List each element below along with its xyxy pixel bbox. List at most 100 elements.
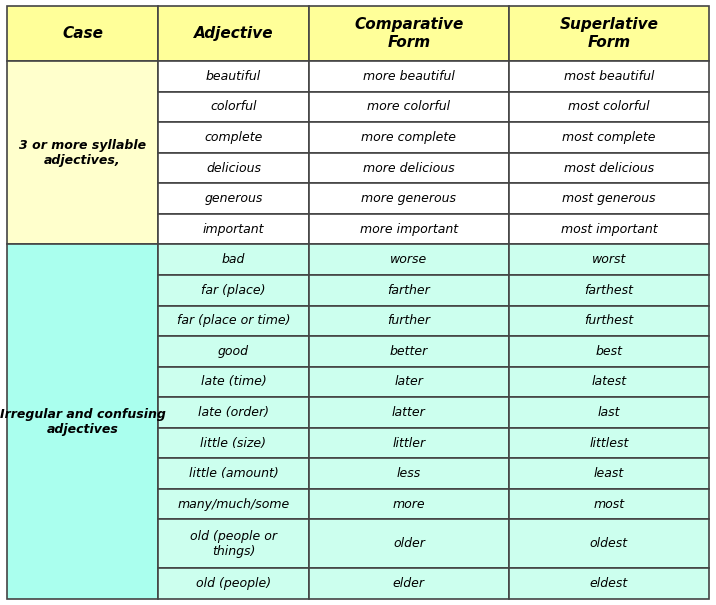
Bar: [509, 306, 709, 336]
Bar: [309, 568, 509, 599]
Bar: [158, 367, 309, 397]
Bar: [309, 183, 509, 214]
Bar: [158, 91, 309, 122]
Text: more complete: more complete: [362, 131, 456, 144]
Text: latter: latter: [392, 406, 426, 419]
Text: most delicious: most delicious: [563, 162, 654, 174]
Bar: [7, 244, 158, 599]
Bar: [158, 568, 309, 599]
Bar: [158, 61, 309, 91]
Text: complete: complete: [204, 131, 263, 144]
Text: worse: worse: [390, 253, 427, 266]
Text: more: more: [392, 498, 425, 511]
Text: many/much/some: many/much/some: [178, 498, 289, 511]
Text: littler: littler: [392, 437, 425, 450]
Bar: [509, 91, 709, 122]
Text: good: good: [218, 345, 249, 358]
Text: most beautiful: most beautiful: [563, 70, 654, 83]
Text: late (time): late (time): [200, 376, 266, 388]
Text: Superlative
Form: Superlative Form: [559, 18, 658, 50]
Bar: [309, 214, 509, 244]
Text: Adjective: Adjective: [193, 26, 274, 41]
Bar: [309, 61, 509, 91]
Text: far (place): far (place): [201, 284, 266, 297]
Text: most complete: most complete: [562, 131, 656, 144]
Bar: [158, 152, 309, 183]
Text: less: less: [397, 467, 421, 480]
Text: least: least: [594, 467, 624, 480]
Text: old (people): old (people): [196, 577, 271, 590]
Text: older: older: [393, 537, 425, 551]
Bar: [509, 568, 709, 599]
Text: farther: farther: [387, 284, 430, 297]
Text: more colorful: more colorful: [367, 100, 450, 113]
Text: later: later: [395, 376, 423, 388]
Text: Case: Case: [62, 26, 103, 41]
Text: far (place or time): far (place or time): [177, 315, 290, 327]
Bar: [158, 214, 309, 244]
Text: little (size): little (size): [200, 437, 266, 450]
Text: littlest: littlest: [589, 437, 629, 450]
Text: more beautiful: more beautiful: [363, 70, 455, 83]
Text: important: important: [203, 223, 264, 236]
Text: further: further: [387, 315, 430, 327]
Bar: [509, 183, 709, 214]
Bar: [309, 489, 509, 520]
Bar: [509, 214, 709, 244]
Bar: [509, 459, 709, 489]
Text: little (amount): little (amount): [188, 467, 279, 480]
Bar: [509, 336, 709, 367]
Text: most: most: [594, 498, 624, 511]
Bar: [309, 122, 509, 152]
Bar: [309, 244, 509, 275]
Text: colorful: colorful: [211, 100, 257, 113]
Bar: [309, 336, 509, 367]
Bar: [509, 122, 709, 152]
Bar: [309, 428, 509, 459]
Bar: [509, 275, 709, 306]
Text: delicious: delicious: [206, 162, 261, 174]
Bar: [309, 152, 509, 183]
Bar: [509, 520, 709, 568]
Bar: [309, 367, 509, 397]
Text: oldest: oldest: [590, 537, 628, 551]
Text: more important: more important: [360, 223, 458, 236]
Text: furthest: furthest: [584, 315, 634, 327]
Bar: [309, 275, 509, 306]
Text: best: best: [595, 345, 622, 358]
Text: last: last: [598, 406, 620, 419]
Bar: [509, 61, 709, 91]
Bar: [509, 152, 709, 183]
Bar: [158, 397, 309, 428]
Bar: [158, 520, 309, 568]
Bar: [509, 397, 709, 428]
Bar: [7, 6, 158, 61]
Bar: [309, 459, 509, 489]
Bar: [509, 6, 709, 61]
Bar: [7, 61, 158, 244]
Text: more delicious: more delicious: [363, 162, 455, 174]
Text: eldest: eldest: [590, 577, 628, 590]
Bar: [158, 122, 309, 152]
Text: elder: elder: [393, 577, 425, 590]
Bar: [309, 397, 509, 428]
Bar: [309, 306, 509, 336]
Bar: [158, 489, 309, 520]
Bar: [158, 183, 309, 214]
Bar: [509, 428, 709, 459]
Bar: [158, 336, 309, 367]
Text: farthest: farthest: [584, 284, 634, 297]
Bar: [158, 6, 309, 61]
Bar: [158, 275, 309, 306]
Bar: [158, 306, 309, 336]
Bar: [509, 244, 709, 275]
Text: 3 or more syllable
adjectives,: 3 or more syllable adjectives,: [19, 139, 146, 167]
Text: better: better: [390, 345, 428, 358]
Text: Irregular and confusing
adjectives: Irregular and confusing adjectives: [0, 408, 165, 436]
Text: bad: bad: [222, 253, 245, 266]
Bar: [309, 520, 509, 568]
Text: late (order): late (order): [198, 406, 269, 419]
Text: more generous: more generous: [362, 192, 456, 205]
Text: most colorful: most colorful: [568, 100, 649, 113]
Text: old (people or
things): old (people or things): [190, 530, 277, 558]
